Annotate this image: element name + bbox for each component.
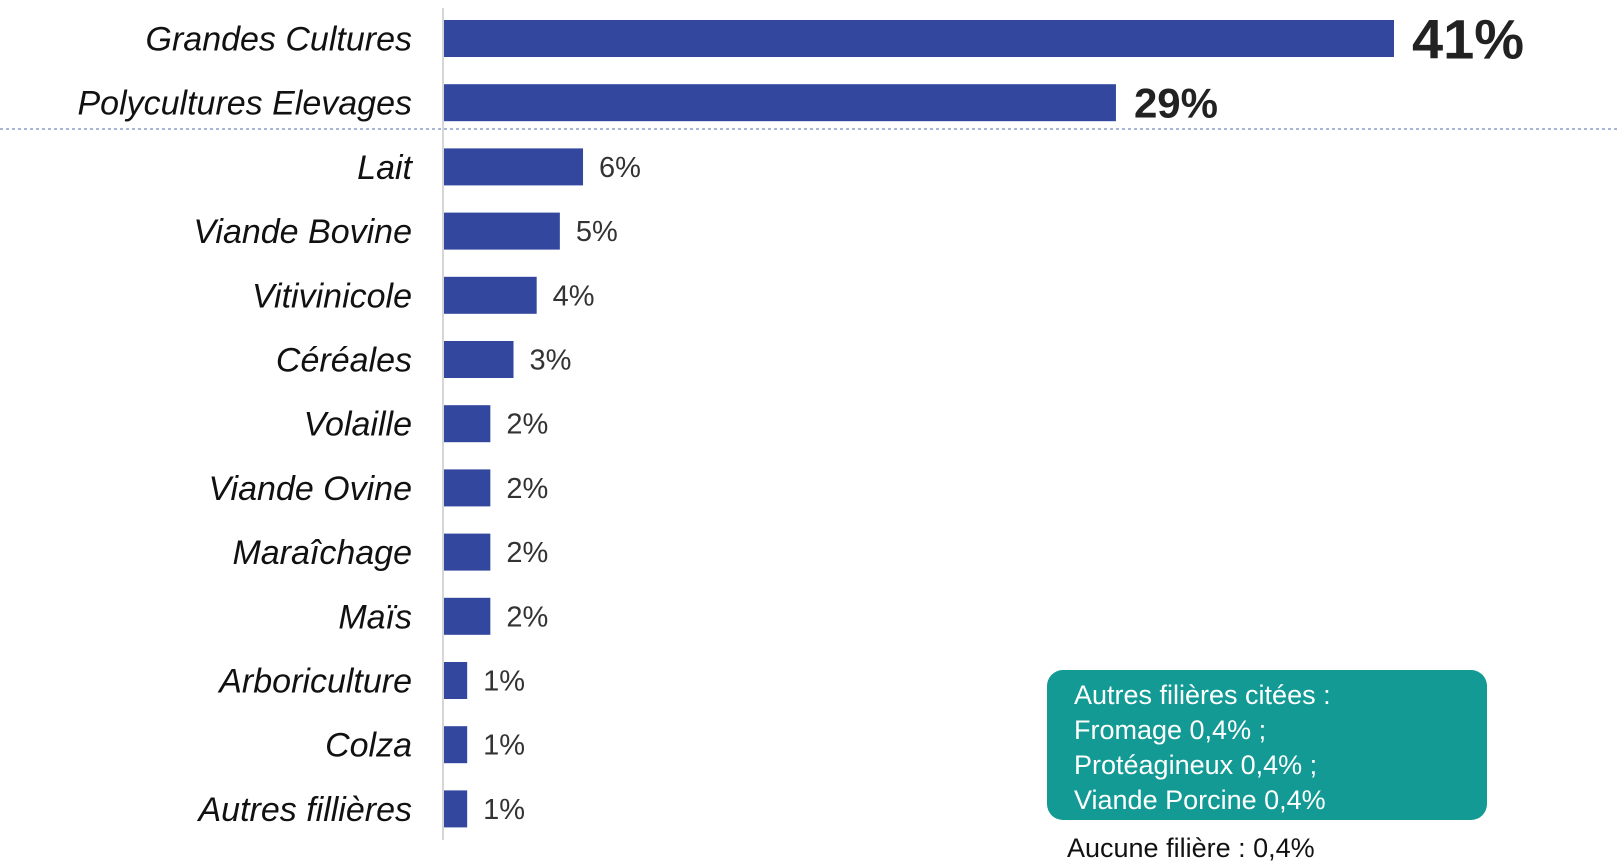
category-label: Maraîchage [232,534,412,572]
value-label: 1% [483,794,525,826]
note-line: Viande Porcine 0,4% [1074,785,1326,815]
bar [444,662,468,699]
bar [444,405,491,443]
category-label: Maïs [338,598,412,636]
category-label: Grandes Cultures [146,21,412,59]
category-label: Vitivinicole [252,277,412,315]
value-label: 2% [506,409,548,441]
bar [444,790,468,828]
category-label: Colza [325,727,412,765]
bar [444,469,491,507]
value-label: 5% [576,216,618,248]
bar [444,20,1394,57]
category-label: Autres fillières [196,791,412,829]
no-sector-note: Aucune filière : 0,4% [1067,833,1315,863]
bar [444,276,537,314]
note-line: Autres filières citées : [1074,680,1331,710]
value-label: 2% [506,473,548,505]
value-label: 2% [506,537,548,569]
bar [444,341,514,378]
category-label: Viande Bovine [193,213,412,251]
value-label: 3% [530,345,572,377]
bar [444,212,560,250]
bar [444,148,584,186]
other-sectors-note: Autres filières citées : Fromage 0,4% ; … [1047,670,1487,820]
value-label: 6% [599,152,641,184]
note-line: Protéagineux 0,4% ; [1074,750,1318,780]
category-label: Viande Ovine [208,470,412,508]
category-label: Arboriculture [217,663,412,701]
category-label: Lait [357,149,413,187]
value-label: 2% [506,601,548,633]
note-line: Fromage 0,4% ; [1074,715,1267,745]
bar [444,84,1116,122]
value-label: 1% [483,730,525,762]
value-label: 41% [1412,8,1524,71]
bar [444,597,491,635]
value-label: 29% [1134,80,1218,127]
category-label: Polycultures Elevages [77,85,412,123]
value-label: 4% [553,280,595,312]
value-label: 1% [483,666,525,698]
bar [444,533,491,571]
category-label: Volaille [304,406,412,444]
bar [444,726,468,764]
category-label: Céréales [276,342,412,380]
